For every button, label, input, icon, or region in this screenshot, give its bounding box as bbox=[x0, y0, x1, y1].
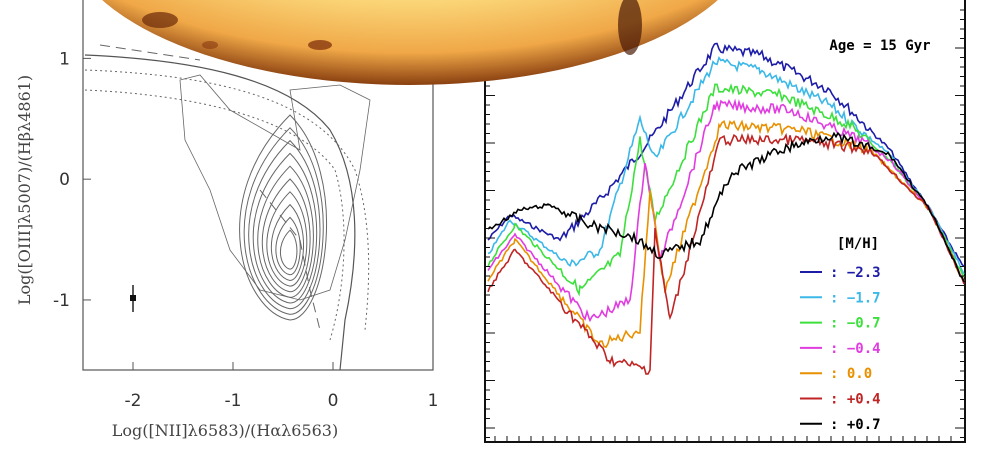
demarcation-curve bbox=[85, 55, 355, 370]
spectrum bbox=[488, 84, 964, 294]
spectrum bbox=[488, 44, 964, 267]
legend-title: [M/H] bbox=[837, 236, 879, 252]
legend-label: : +0.4 bbox=[830, 392, 881, 408]
collage: Log([NII]λ6583)/(Hαλ6563) Log([OIII]λ500… bbox=[0, 0, 989, 450]
spectrum bbox=[488, 58, 964, 274]
sun-image bbox=[65, 0, 755, 85]
x-tick-label: -1 bbox=[225, 391, 242, 411]
dotted-curve bbox=[85, 90, 344, 340]
sun-disk bbox=[65, 0, 755, 85]
y-tick-label: 1 bbox=[59, 49, 70, 69]
legend-label: : −2.3 bbox=[830, 265, 881, 281]
y-tick-label: 0 bbox=[59, 170, 70, 190]
legend-label: : −0.4 bbox=[830, 341, 881, 357]
contours bbox=[180, 75, 370, 320]
sunspot bbox=[142, 12, 178, 28]
page: Log([NII]λ6583)/(Hαλ6563) Log([OIII]λ500… bbox=[0, 0, 989, 450]
error-point bbox=[130, 295, 136, 301]
sunspot bbox=[308, 40, 332, 50]
contour bbox=[244, 128, 323, 315]
legend: : −2.3 : −1.7 : −0.7 : −0.4 : 0.0 : +0.4 : +0.… bbox=[800, 265, 881, 433]
annotation: Age = 15 Gyr bbox=[829, 38, 930, 54]
x-tick-label: 1 bbox=[428, 391, 439, 411]
spectra bbox=[488, 44, 964, 374]
x-tick-label: -2 bbox=[125, 391, 142, 411]
y-tick-label: -1 bbox=[53, 291, 70, 311]
contour bbox=[253, 153, 316, 303]
x-tick-label: 0 bbox=[328, 391, 339, 411]
legend-label: : +0.7 bbox=[830, 417, 881, 433]
legend-label: : 0.0 bbox=[830, 366, 872, 382]
legend-label: : −0.7 bbox=[830, 316, 881, 332]
legend-label: : −1.7 bbox=[830, 290, 881, 306]
sunspot bbox=[202, 41, 218, 49]
y-axis-label: Log([OIII]λ5007)/(Hβλ4861) bbox=[15, 75, 34, 305]
contour bbox=[280, 230, 297, 269]
x-axis-label: Log([NII]λ6583)/(Hαλ6563) bbox=[112, 421, 338, 440]
